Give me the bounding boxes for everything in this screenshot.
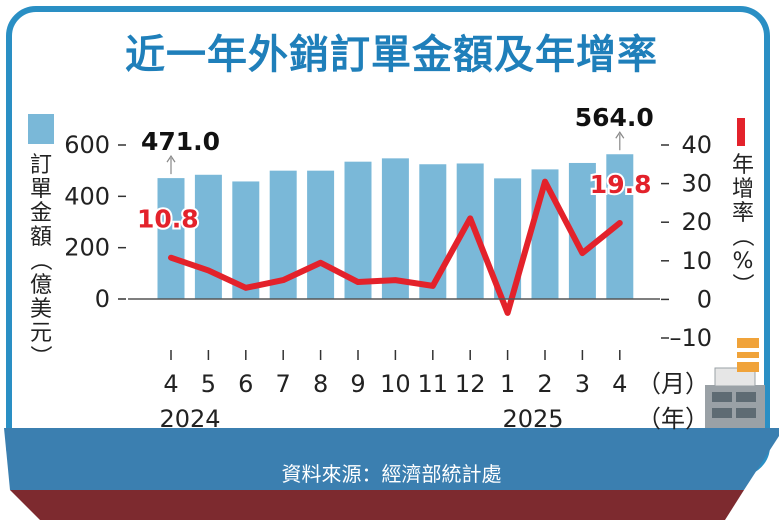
x-tick-label: 10 <box>380 370 411 398</box>
annotation-arrowhead <box>615 131 625 139</box>
year-label: 2024 <box>159 405 220 433</box>
bar <box>232 181 260 299</box>
right-tick-label: 20 <box>681 208 712 236</box>
line-point <box>544 181 546 183</box>
x-tick-label: 7 <box>276 370 291 398</box>
svg-text:%: % <box>733 249 754 274</box>
svg-text:年: 年 <box>732 153 754 178</box>
right-tick-label: 0 <box>697 285 712 313</box>
line-point <box>394 279 396 281</box>
x-tick-label: 12 <box>455 370 486 398</box>
annotation-arrowhead <box>166 155 176 163</box>
line-point <box>170 257 172 259</box>
svg-text:（: （ <box>729 225 754 247</box>
svg-text:訂: 訂 <box>30 153 52 178</box>
year-label: 2025 <box>502 405 563 433</box>
line-point <box>619 222 621 224</box>
line-point <box>207 269 209 271</box>
x-tick-label: 11 <box>418 370 449 398</box>
x-tick-label: 2 <box>537 370 552 398</box>
x-tick-label: 1 <box>500 370 515 398</box>
rate-value-label: 19.8 <box>590 170 652 199</box>
line-point <box>245 287 247 289</box>
line-point <box>507 312 509 314</box>
line-point <box>357 281 359 283</box>
x-tick-label: 4 <box>612 370 627 398</box>
bar-value-label: 564.0 <box>575 103 654 132</box>
svg-text:單: 單 <box>30 177 52 202</box>
bar <box>419 164 447 299</box>
bar <box>194 174 222 299</box>
svg-text:）: ） <box>729 273 754 295</box>
bar <box>157 178 185 299</box>
bar <box>381 158 409 299</box>
left-tick-label: 0 <box>95 285 110 313</box>
right-tick-label: 40 <box>681 131 712 159</box>
x-tick-label: 5 <box>201 370 216 398</box>
x-tick-label: 6 <box>238 370 253 398</box>
x-tick-label: 3 <box>575 370 590 398</box>
line-point <box>432 285 434 287</box>
svg-text:（: （ <box>27 249 52 271</box>
svg-text:億: 億 <box>30 273 52 298</box>
x-unit-month: （月） <box>637 370 709 398</box>
line-point <box>469 217 471 219</box>
left-axis-label: 訂單金額（億美元） <box>27 153 52 367</box>
svg-text:率: 率 <box>732 201 754 226</box>
x-tick-label: 8 <box>313 370 328 398</box>
chart-title: 近一年外銷訂單金額及年增率 <box>125 32 658 78</box>
line-point <box>581 252 583 254</box>
x-tick-label: 9 <box>350 370 365 398</box>
svg-text:增: 增 <box>732 177 754 202</box>
svg-text:元: 元 <box>30 321 52 346</box>
svg-text:額: 額 <box>30 225 52 250</box>
x-tick-label: 4 <box>163 370 178 398</box>
x-unit-year: （年） <box>637 405 709 433</box>
left-tick-label: 600 <box>64 131 110 159</box>
legend-line-swatch <box>737 118 745 146</box>
right-tick-label: 10 <box>681 247 712 275</box>
svg-text:）: ） <box>27 345 52 367</box>
right-axis-label: 年增率（%） <box>729 153 754 295</box>
line-point <box>282 279 284 281</box>
right-tick-label: –10 <box>669 324 712 352</box>
rate-value-label: 10.8 <box>137 205 199 234</box>
right-tick-label: 30 <box>681 170 712 198</box>
svg-text:金: 金 <box>30 201 52 226</box>
bar <box>307 170 335 299</box>
left-tick-label: 200 <box>64 234 110 262</box>
legend-bar-swatch <box>28 114 54 144</box>
svg-text:美: 美 <box>30 297 52 322</box>
source-note: 資料來源：經濟部統計處 <box>281 462 502 486</box>
left-tick-label: 400 <box>64 182 110 210</box>
line-point <box>320 262 322 264</box>
bar-value-label: 471.0 <box>141 127 220 156</box>
